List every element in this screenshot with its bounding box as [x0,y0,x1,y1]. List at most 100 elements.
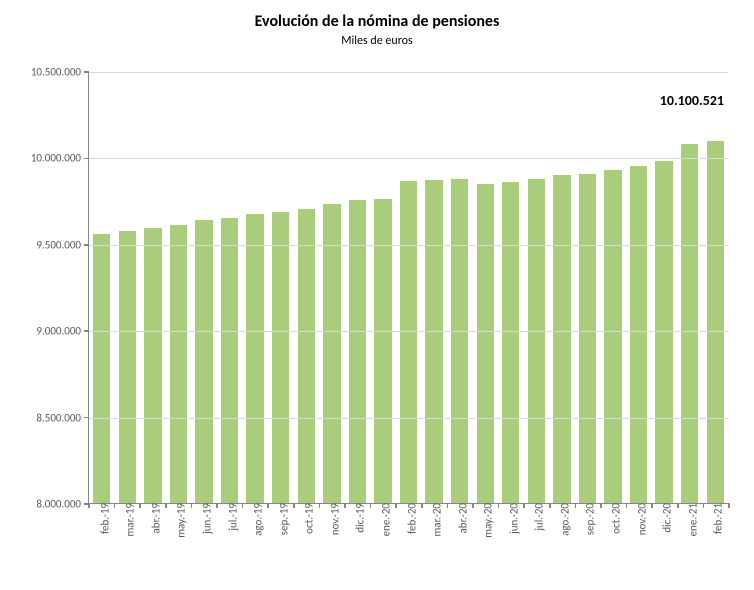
gridline [89,418,728,419]
x-tick-mark [139,503,141,508]
x-tick-mark [626,503,628,508]
x-tick-mark [600,503,602,508]
bar-slot: feb.-19 [89,72,115,503]
bar [93,234,110,503]
x-tick-label: jul.-19 [220,503,239,531]
bar [119,231,136,503]
x-tick-mark [549,503,551,508]
x-tick-label: jun.-19 [195,503,214,534]
bar-slot: jun.-20 [498,72,524,503]
x-tick-mark [575,503,577,508]
x-tick-label: mar.-19 [118,503,137,536]
x-tick-mark [88,503,90,508]
bar-slot: feb.-20 [396,72,422,503]
x-tick-mark [472,503,474,508]
x-tick-mark [267,503,269,508]
bar [528,179,545,503]
x-tick-label: abr.-20 [450,503,469,533]
bar [707,141,724,503]
bar [604,170,621,503]
x-tick-mark [447,503,449,508]
bar-slot: jun.-19 [191,72,217,503]
y-tick-label: 9.000.000 [36,325,89,338]
gridline [89,331,728,332]
bar-slot: mar.-20 [421,72,447,503]
x-tick-label: feb.-21 [706,503,725,534]
x-tick-label: nov.-20 [629,503,648,535]
x-tick-label: sep.-20 [578,503,597,535]
bar-slot: jul.-19 [217,72,243,503]
x-tick-mark [344,503,346,508]
bar-slot: ene.-20 [370,72,396,503]
bar [221,218,238,503]
gridline [89,158,728,159]
x-tick-label: dic.-20 [655,503,674,533]
x-tick-mark [651,503,653,508]
bar-slot: abr.-20 [447,72,473,503]
bar [502,182,519,503]
x-tick-mark [319,503,321,508]
y-tick-label: 10.500.000 [31,66,89,79]
x-tick-label: jul.-20 [527,503,546,531]
bar [681,144,698,503]
chart-subtitle: Miles de euros [0,34,754,48]
x-tick-mark [677,503,679,508]
x-tick-mark [395,503,397,508]
chart-container: Evolución de la nómina de pensiones Mile… [0,0,754,590]
bar-slot: ago.-20 [549,72,575,503]
x-tick-mark [191,503,193,508]
bar-slot: dic.-19 [345,72,371,503]
y-tick-mark [84,244,89,246]
x-tick-mark [370,503,372,508]
bar-slot: jul.-20 [524,72,550,503]
x-tick-label: sep.-19 [271,503,290,535]
x-tick-label: ago.-19 [246,503,265,536]
y-tick-label: 9.500.000 [36,238,89,251]
x-tick-label: feb.-19 [92,503,111,534]
bar-slot: nov.-19 [319,72,345,503]
bar-slot: mar.-19 [115,72,141,503]
bar-slot: feb.-21 [703,72,729,503]
bar [195,220,212,503]
x-tick-label: abr.-19 [143,503,162,533]
x-tick-mark [703,503,705,508]
bars-group: feb.-19mar.-19abr.-19may.-19jun.-19jul.-… [89,72,728,503]
x-tick-mark [165,503,167,508]
gridline [89,72,728,73]
x-tick-mark [523,503,525,508]
bar [323,204,340,503]
x-tick-mark [728,503,730,508]
y-tick-label: 10.000.000 [31,152,89,165]
bar [451,179,468,503]
x-tick-mark [421,503,423,508]
bar-slot: ago.-19 [242,72,268,503]
bar [400,181,417,503]
x-tick-label: feb.-20 [399,503,418,534]
x-tick-label: jun.-20 [501,503,520,534]
x-tick-mark [293,503,295,508]
bar-slot: ene.-21 [677,72,703,503]
bar [579,174,596,503]
bar [246,214,263,503]
bar [553,175,570,503]
bar [144,228,161,503]
y-tick-label: 8.500.000 [36,411,89,424]
x-tick-mark [114,503,116,508]
bar [425,180,442,503]
bar-slot: abr.-19 [140,72,166,503]
x-tick-label: nov.-19 [322,503,341,535]
bar-slot: dic.-20 [651,72,677,503]
plot-area: feb.-19mar.-19abr.-19may.-19jun.-19jul.-… [88,72,728,504]
bar-slot: sep.-20 [575,72,601,503]
last-bar-data-label: 10.100.521 [660,92,724,109]
x-tick-label: oct.-20 [604,503,623,534]
x-tick-label: may.-20 [476,503,495,538]
x-tick-label: ene.-20 [373,503,392,536]
chart-title: Evolución de la nómina de pensiones [0,12,754,31]
y-tick-mark [84,158,89,160]
bar [272,212,289,503]
bar [477,184,494,503]
bar-slot: nov.-20 [626,72,652,503]
x-tick-mark [498,503,500,508]
x-tick-label: dic.-19 [348,503,367,533]
